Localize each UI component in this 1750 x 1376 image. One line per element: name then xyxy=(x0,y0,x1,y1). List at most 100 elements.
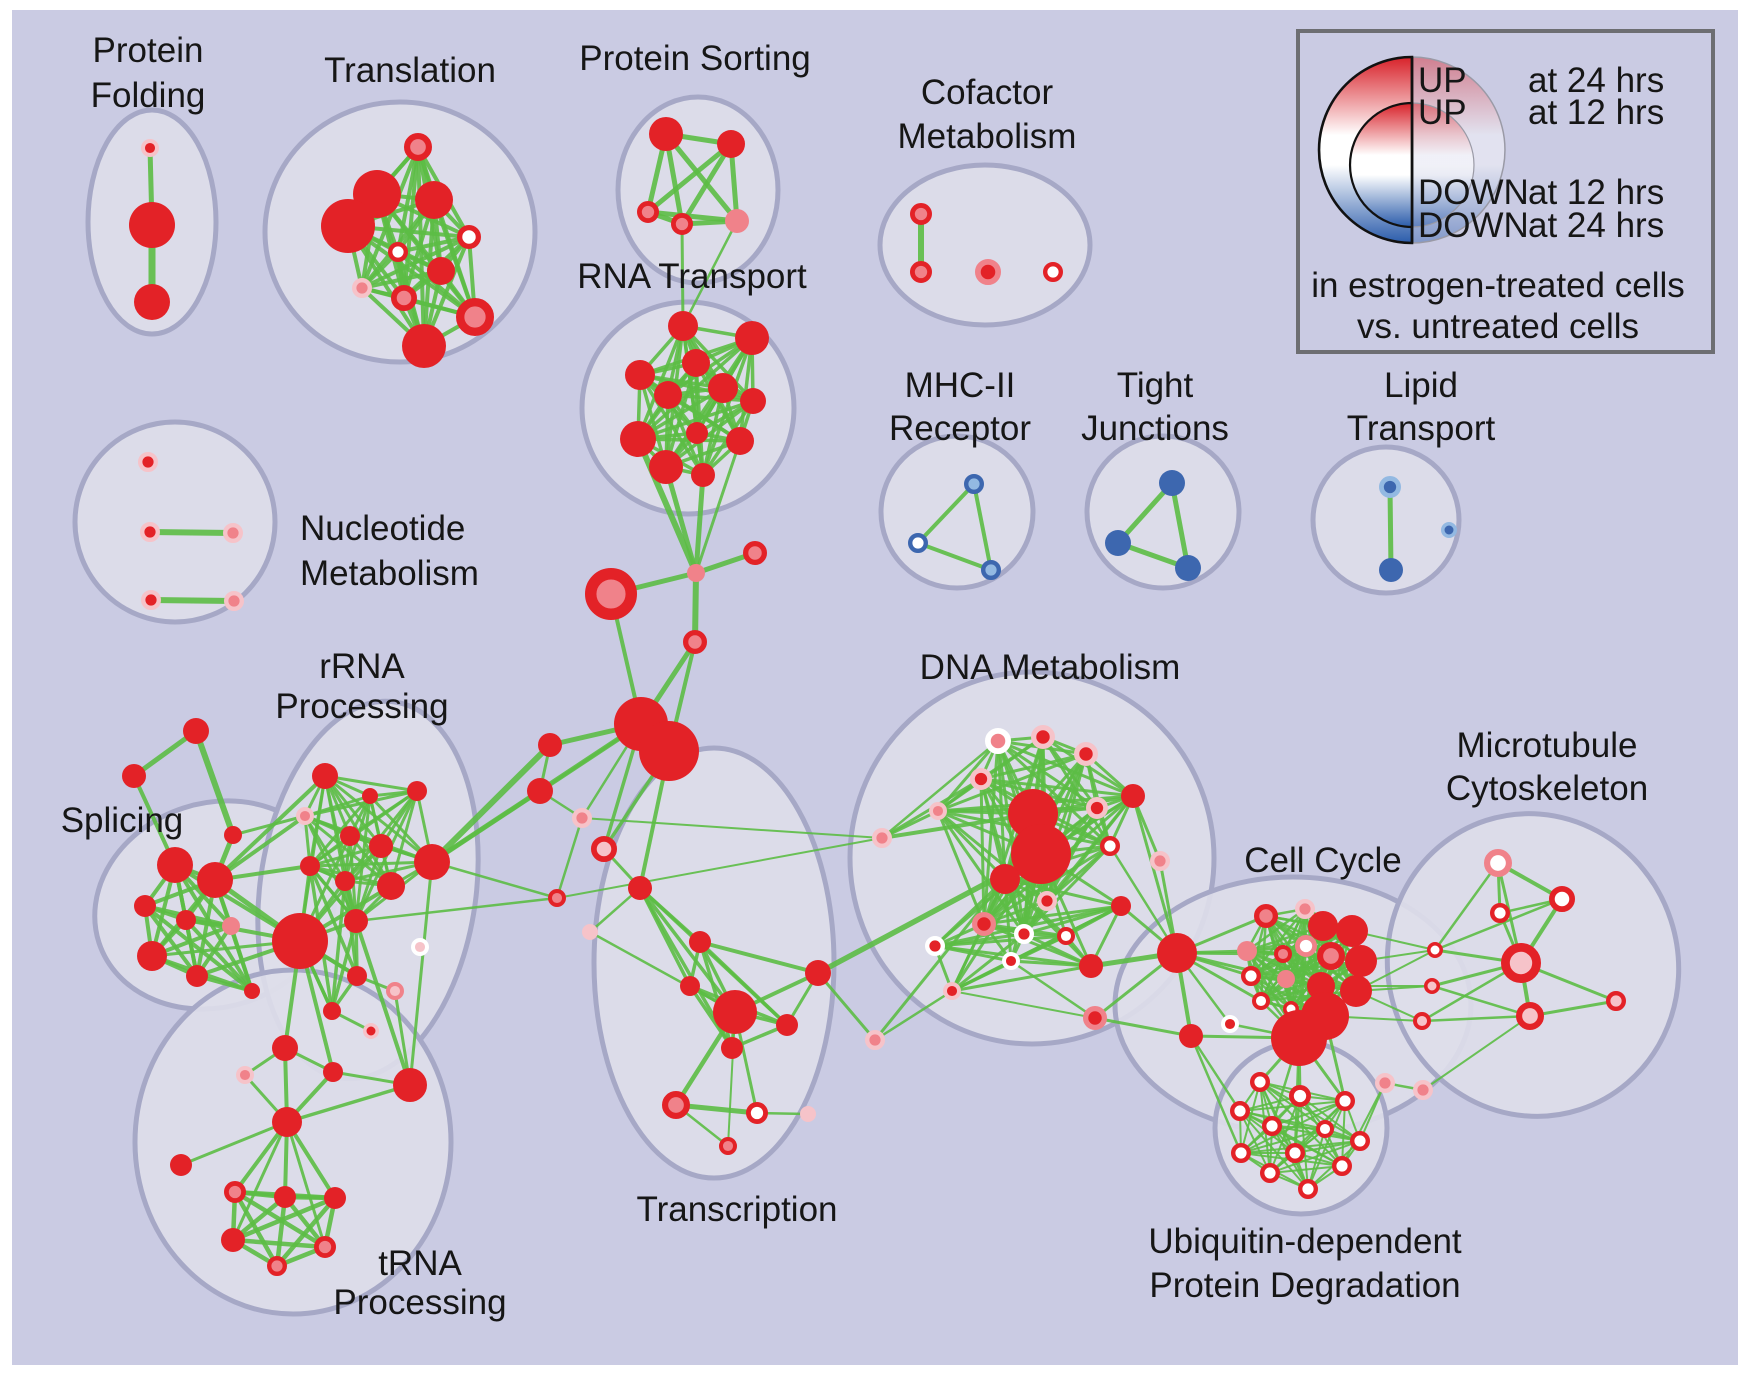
clique-3-edge xyxy=(184,918,254,993)
network-edge-178-162 xyxy=(1422,1015,1531,1091)
network-node-31 xyxy=(686,422,708,444)
network-node-86 xyxy=(323,1002,341,1020)
legend-state-3: DOWN xyxy=(1418,206,1529,245)
network-node-45 xyxy=(908,533,929,554)
clique-9-edge xyxy=(1003,877,1123,908)
cluster-mhc-ii-receptor-label: Receptor xyxy=(889,409,1031,448)
network-node-53 xyxy=(183,718,209,744)
network-node-111 xyxy=(718,1136,737,1155)
network-node-42 xyxy=(140,590,161,611)
network-node-126 xyxy=(972,912,997,937)
network-node-160 xyxy=(1501,943,1542,984)
clique-9-edge xyxy=(1009,959,1093,968)
network-node-46 xyxy=(981,560,1002,581)
network-edge-164-162 xyxy=(1420,1014,1532,1023)
network-node-166 xyxy=(1289,1085,1312,1108)
clique-11-edge xyxy=(1239,1110,1361,1142)
clique-7-edge xyxy=(688,984,734,1050)
network-node-117 xyxy=(928,801,947,820)
cluster-protein-sorting-label: Protein Sorting xyxy=(579,39,811,78)
network-node-51 xyxy=(1441,522,1458,539)
clique-9-edge xyxy=(950,932,1026,993)
legend-box xyxy=(1296,29,1715,354)
clique-9-edge xyxy=(1022,932,1093,968)
network-node-66 xyxy=(538,733,562,757)
network-node-97 xyxy=(221,1228,245,1252)
network-node-122 xyxy=(990,864,1020,894)
clique-0-edge xyxy=(432,198,477,319)
cluster-transcription-label: Transcription xyxy=(637,1190,838,1229)
network-edge-40-41 xyxy=(147,529,236,536)
network-node-169 xyxy=(1261,1115,1282,1136)
network-edge-45-46 xyxy=(916,541,993,572)
network-node-77 xyxy=(414,844,450,880)
network-edge-151-168 xyxy=(1189,1034,1242,1113)
network-node-2 xyxy=(134,284,170,320)
network-node-88 xyxy=(235,1065,254,1084)
network-node-47 xyxy=(1159,470,1185,496)
network-node-73 xyxy=(407,781,427,801)
network-edge-44-45 xyxy=(916,482,976,545)
network-node-175 xyxy=(1259,1162,1280,1183)
network-edge-57-71 xyxy=(213,774,327,882)
network-node-107 xyxy=(721,1037,743,1059)
network-node-168 xyxy=(1229,1100,1250,1121)
clique-4-edge xyxy=(303,789,419,818)
network-node-20 xyxy=(909,261,932,284)
network-node-72 xyxy=(362,788,378,804)
network-node-130 xyxy=(1111,896,1131,916)
network-node-8 xyxy=(388,241,409,262)
clique-11-edge xyxy=(1271,1125,1361,1142)
network-node-80 xyxy=(377,872,405,900)
network-node-145 xyxy=(1240,966,1261,987)
network-edge-47-48 xyxy=(1115,480,1175,546)
network-node-23 xyxy=(668,311,698,341)
network-node-100 xyxy=(628,876,652,900)
network-edge-18-23 xyxy=(681,219,739,328)
clique-8-edge xyxy=(936,809,1007,881)
network-node-90 xyxy=(323,1062,343,1082)
clique-4-edge xyxy=(308,844,383,868)
network-edge-70-82 xyxy=(354,896,559,923)
network-edge-42-43 xyxy=(148,597,237,604)
network-node-109 xyxy=(745,1102,768,1125)
network-node-63 xyxy=(244,983,260,999)
cluster-protein-sorting-ellipse xyxy=(615,94,781,286)
clique-4-edge xyxy=(323,774,419,793)
network-node-81 xyxy=(272,913,328,969)
clique-0-edge xyxy=(402,145,420,300)
network-node-174 xyxy=(1331,1155,1352,1176)
network-node-57 xyxy=(197,862,233,898)
network-node-159 xyxy=(1427,942,1444,959)
cluster-microtubule-cytoskeleton-label: Cytoskeleton xyxy=(1446,769,1648,808)
network-edge-32-36 xyxy=(694,439,742,575)
clique-5-edge xyxy=(330,879,347,1013)
network-node-7 xyxy=(457,224,482,249)
network-node-67 xyxy=(527,778,553,804)
clique-1-edge xyxy=(679,141,734,227)
network-edge-53-55 xyxy=(193,728,236,838)
network-node-132 xyxy=(1079,954,1103,978)
network-node-148 xyxy=(1340,975,1372,1007)
network-node-43 xyxy=(223,591,244,612)
network-node-99 xyxy=(267,1255,288,1276)
clique-2-edge xyxy=(636,324,685,441)
cluster-protein-folding-label: Protein xyxy=(93,31,204,70)
network-node-83 xyxy=(411,937,430,956)
network-node-129 xyxy=(1056,926,1075,945)
network-node-26 xyxy=(682,349,710,377)
network-node-172 xyxy=(1230,1142,1251,1163)
network-edge-155-151 xyxy=(1093,1016,1193,1038)
cluster-cell-cycle-label: Cell Cycle xyxy=(1244,841,1402,880)
network-node-17 xyxy=(670,212,693,235)
cluster-dna-metabolism-label: DNA Metabolism xyxy=(920,648,1181,687)
network-node-123 xyxy=(1149,851,1170,872)
clique-10-edge xyxy=(1249,907,1307,978)
network-node-170 xyxy=(1315,1119,1334,1138)
clique-1-edge xyxy=(663,131,740,224)
network-edge-34-36 xyxy=(693,472,706,576)
network-node-50 xyxy=(1379,476,1402,499)
clique-2-edge xyxy=(738,336,754,443)
network-node-163 xyxy=(1605,991,1626,1012)
